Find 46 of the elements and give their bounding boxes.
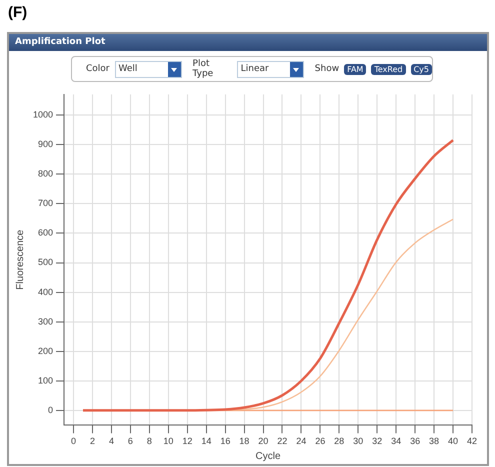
text: Color: [86, 64, 110, 74]
y-tick-label: 600: [38, 228, 54, 238]
y-axis-title: Fluorescence: [14, 229, 26, 290]
x-tick-label: 20: [258, 436, 268, 446]
x-tick-label: 42: [466, 436, 478, 446]
y-tick-label: 400: [38, 286, 54, 297]
x-tick-label: 2: [90, 436, 95, 446]
text: Cy5: [410, 64, 432, 74]
x-tick-label: 34: [391, 436, 402, 446]
x-tick-label: 8: [146, 436, 152, 446]
x-tick-label: 18: [239, 436, 250, 446]
x-tick-label: 26: [315, 436, 326, 446]
x-tick-label: 16: [220, 436, 230, 446]
x-tick-label: 22: [277, 436, 288, 446]
x-tick-label: 28: [334, 436, 344, 446]
chart-subtitle: Amplification Plot: [9, 34, 487, 51]
x-tick-label: 10: [163, 436, 174, 446]
x-axis-title: Cycle: [256, 450, 281, 462]
x-tick-label: 36: [410, 436, 420, 446]
x-tick-label: 40: [448, 436, 458, 446]
text: Linear: [240, 64, 269, 74]
x-tick-label: 4: [108, 436, 114, 446]
x-tick-label: 38: [429, 436, 440, 446]
x-tick-label: 0: [71, 436, 76, 446]
chart-title: (F): [8, 4, 28, 21]
line-series: [82, 138, 454, 412]
y-tick-label: 300: [38, 316, 54, 326]
text: TexRed: [371, 64, 406, 74]
x-tick-label: 24: [296, 436, 306, 446]
text: Show: [314, 64, 340, 74]
x-tick-label: 12: [182, 436, 192, 446]
y-tick-label: 0: [48, 404, 54, 415]
y-tick-label: 800: [38, 168, 54, 179]
y-tick-label: 700: [38, 198, 54, 208]
x-tick-label: 30: [353, 436, 364, 446]
x-tick-label: 14: [201, 436, 212, 446]
text: FAM: [344, 64, 366, 74]
text: Plot Type: [192, 59, 214, 79]
y-tick-label: 200: [38, 346, 54, 356]
text: Well: [118, 64, 138, 74]
y-tick-label: 900: [38, 139, 54, 150]
y-tick-label: 500: [38, 257, 54, 268]
x-tick-label: 6: [128, 436, 133, 446]
y-tick-label: 1000: [32, 110, 54, 120]
x-tick-label: 32: [372, 436, 382, 446]
y-tick-label: 100: [38, 375, 54, 386]
